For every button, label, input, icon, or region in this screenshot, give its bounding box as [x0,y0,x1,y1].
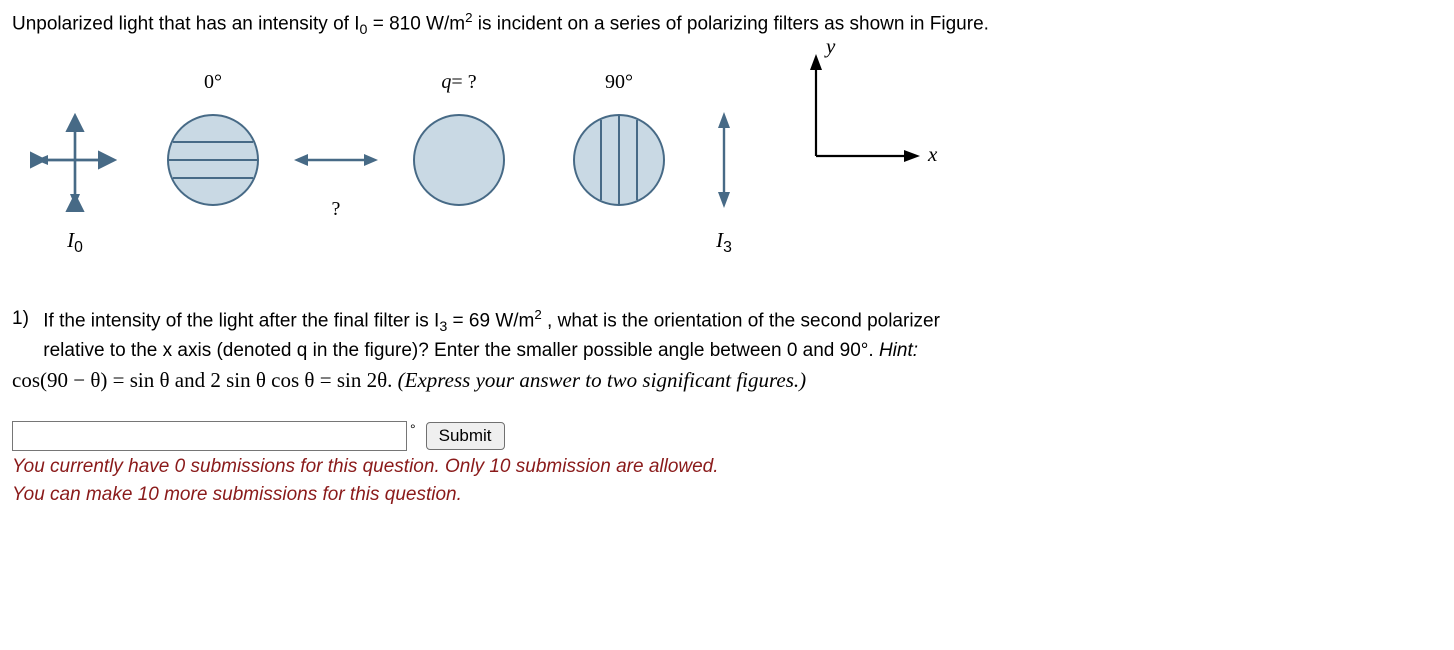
filter1-angle-label: 0° [204,64,222,94]
intro-text-b: = 810 W/m [367,13,465,34]
between-question-mark: ? [332,198,341,221]
hint-tail: (Express your answer to two significant … [392,368,806,392]
intro-text-c: is incident on a series of polarizing fi… [473,13,989,34]
question-1: 1) If the intensity of the light after t… [12,305,1442,396]
intro-text-a: Unpolarized light that has an intensity … [12,13,359,34]
I3-sub: 3 [723,239,732,256]
intro-sup: 2 [465,10,472,25]
filter3-angle-label: 90° [605,64,633,94]
I0-label: I0 [67,228,83,257]
I3-label: I3 [716,228,732,257]
q1-line1c: , what is the orientation of the second … [542,310,940,331]
q1-line2: relative to the x axis (denoted q in the… [43,340,879,361]
q1-line1a: If the intensity of the light after the … [43,310,439,331]
feedback-line2: You can make 10 more submissions for thi… [12,481,1442,509]
answer-row: ° Submit [12,421,1442,451]
axis-x-label: x [928,142,937,167]
hint-label: Hint: [879,340,918,361]
xy-axes-icon [786,34,936,204]
filter2-q: q [441,71,451,94]
filter2-eq: = ? [451,71,476,94]
polarizer-figure: I0 0° ? q = ? 90° [12,64,1442,257]
submit-button[interactable]: Submit [426,422,505,450]
feedback-line1: You currently have 0 submissions for thi… [12,453,1442,481]
problem-intro: Unpolarized light that has an intensity … [12,8,1442,42]
polarizer-90deg-icon [564,102,674,222]
polarizer-unknown-icon [404,102,514,222]
hint-math: cos(90 − θ) = sin θ and 2 sin θ cos θ = … [12,368,392,392]
submission-feedback: You currently have 0 submissions for thi… [12,453,1442,508]
answer-input[interactable] [12,421,407,451]
filter2-angle-label: q = ? [441,64,476,94]
question-number: 1) [12,305,38,333]
q1-sup: 2 [534,307,541,322]
unpolarized-arrows-icon [30,102,120,222]
polarizer-0deg-icon [158,102,268,222]
degree-symbol: ° [410,421,416,437]
vertical-arrow-icon [704,102,744,222]
q1-line1b: = 69 W/m [447,310,534,331]
I0-sub: 0 [74,239,83,256]
axis-y-label: y [826,34,835,59]
